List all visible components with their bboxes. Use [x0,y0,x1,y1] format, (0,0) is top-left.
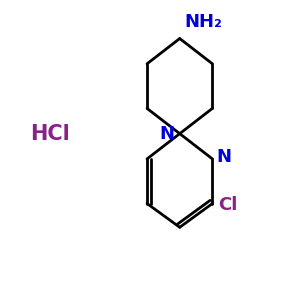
Text: N: N [159,125,174,143]
Text: N: N [216,148,231,166]
Text: HCl: HCl [31,124,70,144]
Text: NH₂: NH₂ [184,13,222,31]
Text: Cl: Cl [218,196,237,214]
